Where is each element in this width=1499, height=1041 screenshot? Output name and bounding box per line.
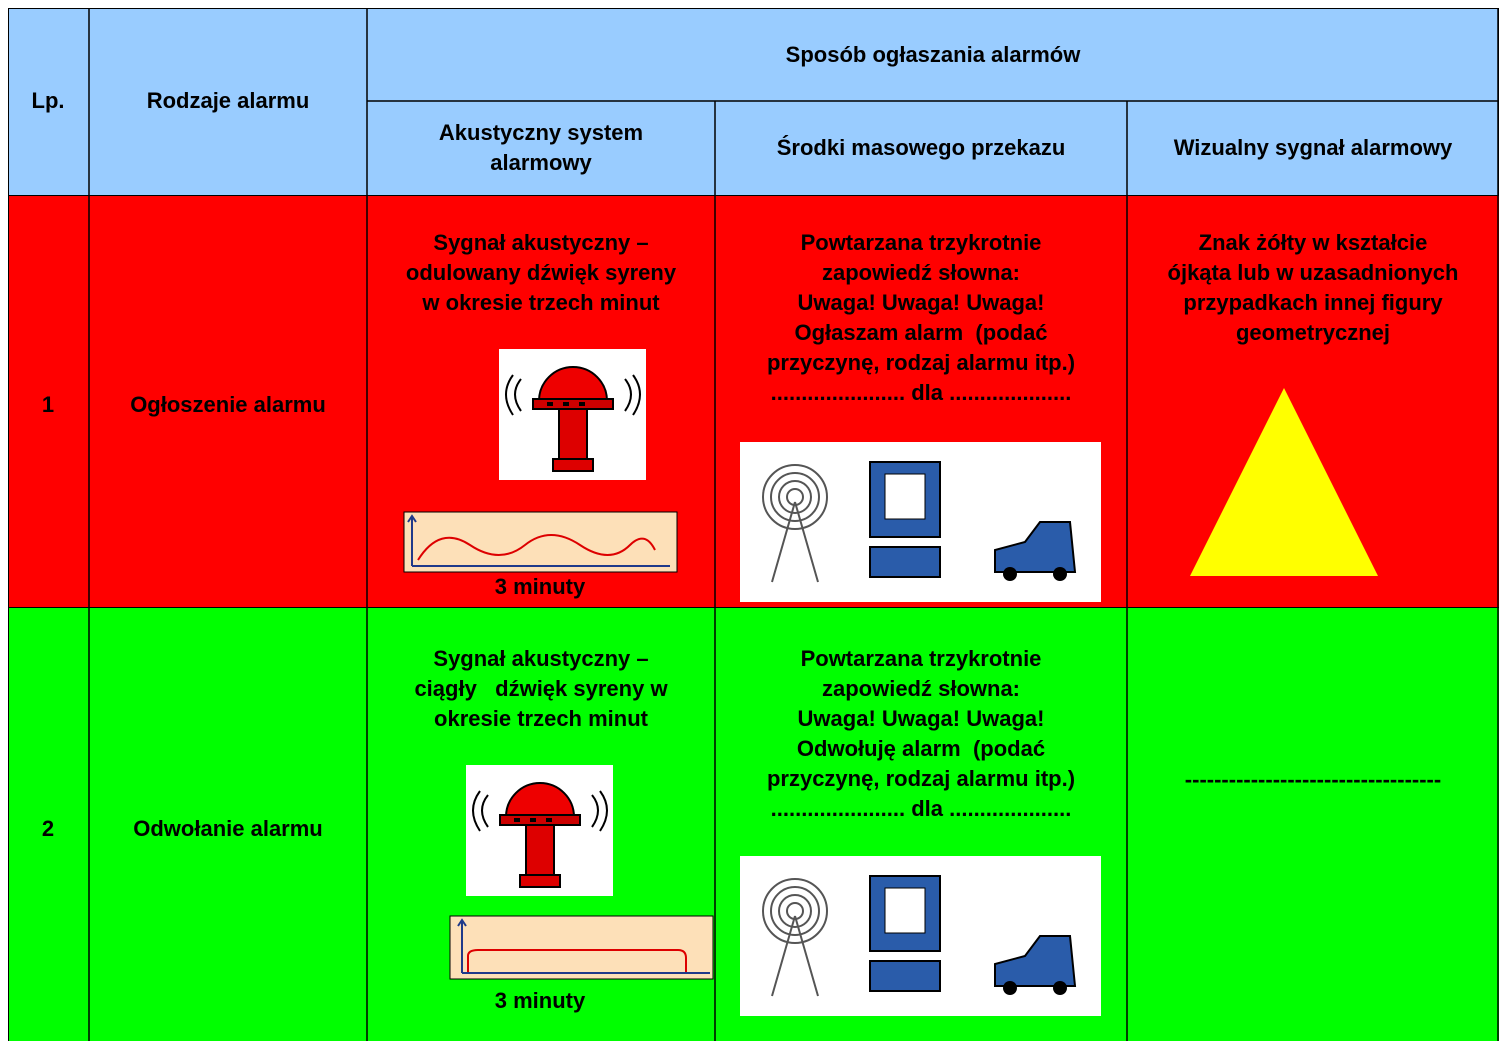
visual-text: geometrycznej bbox=[1235, 320, 1391, 345]
media-text: ...................... dla .............… bbox=[770, 796, 1072, 821]
acoustic-text: ciągły dźwięk syreny w bbox=[414, 676, 668, 701]
header-lp: Lp. bbox=[31, 88, 65, 113]
alarm-type: Odwołanie alarmu bbox=[133, 816, 323, 841]
row-number: 1 bbox=[41, 392, 55, 417]
alarm-type: Ogłoszenie alarmu bbox=[130, 392, 326, 417]
media-text: zapowiedź słowna: bbox=[821, 676, 1021, 701]
acoustic-text: w okresie trzech minut bbox=[422, 290, 660, 315]
visual-text: ----------------------------------- bbox=[1184, 767, 1442, 792]
row-number: 2 bbox=[41, 816, 55, 841]
media-text: Powtarzana trzykrotnie bbox=[800, 646, 1042, 671]
acoustic-text: odulowany dźwięk syreny bbox=[405, 260, 677, 285]
header-method: Sposób ogłaszania alarmów bbox=[785, 42, 1081, 67]
acoustic-text: Sygnał akustyczny – bbox=[433, 230, 649, 255]
column-header: Środki masowego przekazu bbox=[776, 135, 1066, 160]
visual-text: przypadkach innej figury bbox=[1183, 290, 1443, 315]
acoustic-text: Sygnał akustyczny – bbox=[433, 646, 649, 671]
media-text: zapowiedź słowna: bbox=[821, 260, 1021, 285]
media-text: Odwołuję alarm (podać bbox=[796, 736, 1046, 761]
media-text: Uwaga! Uwaga! Uwaga! bbox=[797, 706, 1045, 731]
media-text: Powtarzana trzykrotnie bbox=[800, 230, 1042, 255]
media-text: Ogłaszam alarm (podać bbox=[794, 320, 1048, 345]
media-text: Uwaga! Uwaga! Uwaga! bbox=[797, 290, 1045, 315]
wave-caption: 3 minuty bbox=[494, 988, 586, 1013]
column-header: Wizualny sygnał alarmowy bbox=[1173, 135, 1453, 160]
visual-text: Znak żółty w kształcie bbox=[1198, 230, 1428, 255]
header-type: Rodzaje alarmu bbox=[146, 88, 310, 113]
media-text: przyczynę, rodzaj alarmu itp.) bbox=[766, 350, 1076, 375]
visual-text: ójkąta lub w uzasadnionych bbox=[1167, 260, 1459, 285]
column-header: alarmowy bbox=[490, 150, 592, 175]
acoustic-text: okresie trzech minut bbox=[434, 706, 648, 731]
media-text: ...................... dla .............… bbox=[770, 380, 1072, 405]
media-text: przyczynę, rodzaj alarmu itp.) bbox=[766, 766, 1076, 791]
wave-caption: 3 minuty bbox=[494, 574, 586, 599]
column-header: Akustyczny system bbox=[438, 120, 644, 145]
